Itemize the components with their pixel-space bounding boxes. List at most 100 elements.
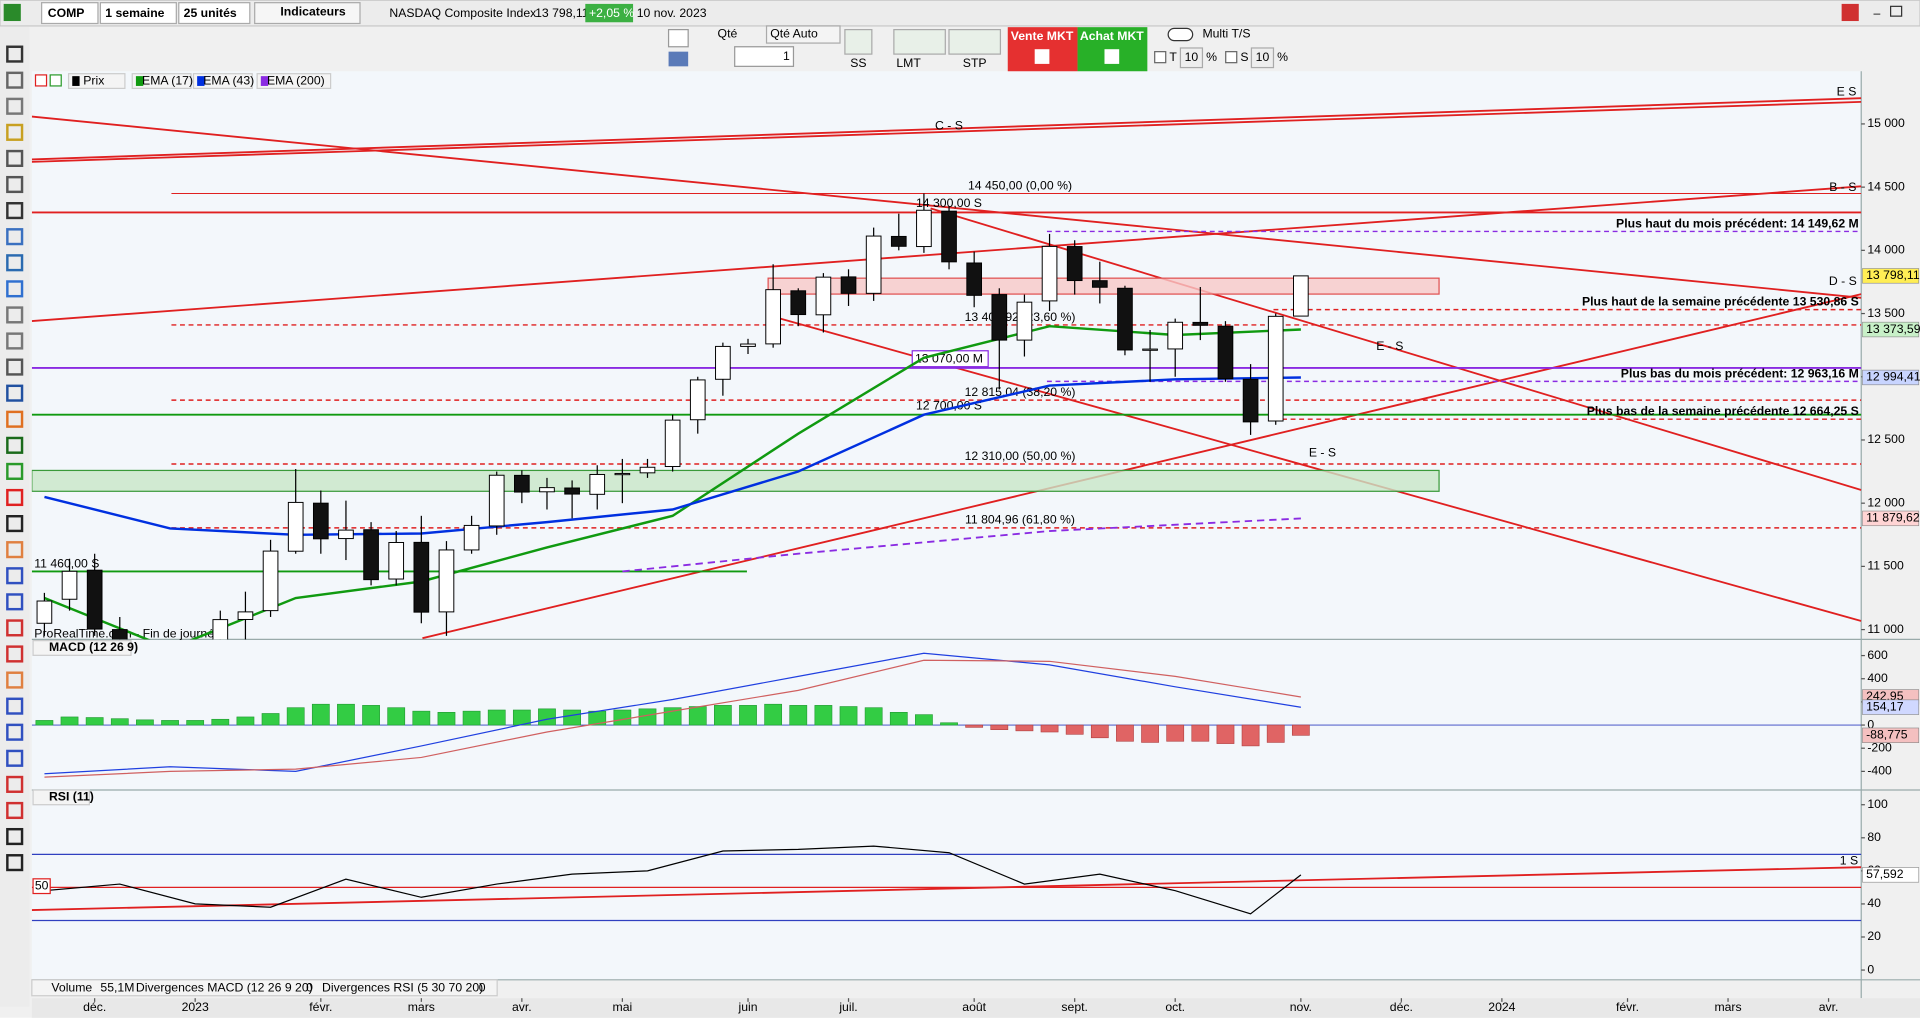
t-input[interactable]	[1179, 47, 1204, 69]
candle-body	[237, 611, 254, 620]
histogram-bar	[1141, 724, 1159, 743]
histogram-bar	[1116, 724, 1134, 742]
multi-toggle[interactable]	[1167, 27, 1194, 42]
candle-body	[790, 290, 807, 316]
y-tick-label: 14 000	[1867, 243, 1905, 257]
histogram-bar	[814, 705, 833, 726]
y-tick-label: -200	[1867, 740, 1892, 754]
tool-icon[interactable]	[6, 645, 24, 663]
x-tick-label: nov.	[1290, 1000, 1312, 1014]
level-label: 14 300,00 S	[916, 196, 982, 210]
tool-icon[interactable]	[6, 749, 24, 767]
tool-icon[interactable]	[6, 45, 24, 63]
tool-icon[interactable]	[6, 97, 24, 115]
indicators-button[interactable]	[254, 2, 361, 25]
date: 10 nov. 2023	[637, 6, 707, 20]
lmt-button[interactable]	[893, 29, 946, 55]
trend-line	[31, 97, 1862, 161]
maximize[interactable]	[1890, 5, 1903, 17]
tool-icon[interactable]	[6, 567, 24, 585]
units-select[interactable]	[178, 2, 251, 25]
histogram-bar	[1216, 724, 1235, 744]
tool-icon[interactable]	[6, 436, 24, 454]
tool-icon[interactable]	[6, 410, 24, 428]
app-icon[interactable]	[3, 3, 21, 22]
legend-item[interactable]	[131, 73, 192, 89]
tool-icon[interactable]	[6, 202, 24, 220]
candle-body	[639, 466, 656, 474]
candle-body	[765, 289, 781, 345]
units: 25 unités	[184, 6, 237, 20]
tool-icon[interactable]	[6, 671, 24, 689]
level-label: Plus bas de la semaine précédente 12 664…	[1587, 404, 1859, 418]
histogram-bar	[362, 705, 380, 726]
level-label: 14 450,00 (0,00 %)	[968, 178, 1072, 192]
symbol-select[interactable]	[41, 2, 99, 25]
tool-icon[interactable]	[6, 149, 24, 167]
price-tag: 13 798,11	[1866, 268, 1920, 282]
tool-icon[interactable]	[6, 332, 24, 350]
legend-item[interactable]	[67, 73, 126, 89]
histogram-bar	[286, 707, 305, 726]
settings-button[interactable]	[667, 29, 689, 48]
keypad-button[interactable]	[668, 51, 689, 67]
tool-icon[interactable]	[6, 71, 24, 89]
candle-body	[1242, 378, 1259, 423]
period-select[interactable]	[99, 2, 177, 25]
candle-body	[61, 570, 78, 600]
rsi-line	[44, 845, 1302, 915]
s-input[interactable]	[1250, 47, 1275, 69]
histogram-bar	[714, 705, 732, 726]
histogram-bar	[487, 709, 506, 726]
price-tag: 11 879,62	[1866, 511, 1920, 525]
legend-icon[interactable]	[49, 74, 62, 87]
legend-item[interactable]	[192, 73, 253, 89]
tool-icon[interactable]	[6, 593, 24, 611]
stp-button[interactable]	[948, 29, 1002, 55]
histogram-bar	[739, 705, 757, 726]
tool-icon[interactable]	[6, 123, 24, 141]
legend-item[interactable]	[256, 73, 332, 89]
legend-label: EMA (200)	[267, 73, 325, 87]
candle-body	[941, 210, 957, 263]
t-checkbox[interactable]	[1154, 51, 1167, 64]
tool-icon[interactable]	[6, 488, 24, 507]
tool-icon[interactable]	[6, 723, 24, 741]
qty: 1	[783, 49, 790, 63]
tool-icon[interactable]	[6, 462, 24, 480]
y-tick-label: 14 500	[1867, 179, 1905, 193]
tool-icon[interactable]	[6, 801, 24, 820]
tool-icon[interactable]	[6, 384, 24, 402]
histogram-bar	[915, 714, 933, 726]
tool-icon[interactable]	[6, 358, 24, 376]
candle-body	[840, 276, 857, 294]
s-checkbox[interactable]	[1225, 51, 1238, 64]
tool-icon[interactable]	[6, 775, 24, 793]
qty-input[interactable]	[734, 46, 795, 67]
minimize[interactable]: –	[1873, 6, 1880, 20]
candle-body	[338, 529, 354, 540]
tool-icon[interactable]	[6, 541, 24, 559]
footer-div-macd: Divergences MACD (12 26 9 20)	[136, 981, 313, 995]
tool-icon[interactable]	[6, 827, 24, 846]
candle-body	[86, 569, 103, 630]
tool-icon[interactable]	[6, 619, 24, 637]
tool-icon[interactable]	[6, 175, 24, 194]
candle-body	[966, 262, 983, 296]
tool-icon[interactable]	[6, 228, 24, 246]
histogram-bar	[387, 707, 406, 726]
candle-body	[1117, 287, 1133, 351]
legend-icon[interactable]	[34, 74, 48, 87]
s-value: 10	[1256, 50, 1270, 64]
ss-button[interactable]	[844, 29, 873, 55]
tool-icon[interactable]	[6, 254, 24, 272]
window-icon[interactable]	[1841, 3, 1859, 22]
tool-icon[interactable]	[6, 280, 24, 298]
qty-auto-button[interactable]	[765, 25, 841, 44]
tool-icon[interactable]	[6, 306, 24, 324]
tool-icon[interactable]	[6, 854, 24, 872]
tool-icon[interactable]	[6, 697, 24, 715]
tool-icon[interactable]	[6, 514, 24, 533]
period: 1 semaine	[105, 6, 164, 20]
